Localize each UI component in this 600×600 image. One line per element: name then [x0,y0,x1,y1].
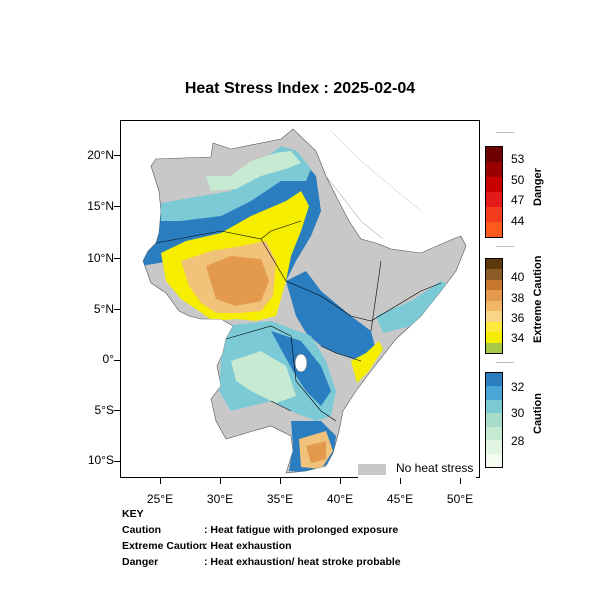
colorbar-segment [486,373,502,387]
map-area [120,120,480,478]
key-term: Danger [122,556,159,568]
colorbar-danger-tick: 53 [511,152,525,166]
lat-label-10n: 10°N [87,251,114,265]
lon-label-50e: 50°E [446,492,474,506]
colorbar-danger-tick: 44 [511,214,525,228]
lon-tick [400,478,401,484]
caution-lightest-zone [206,151,301,191]
lon-label-35e: 35°E [266,492,294,506]
caution-zone-ethiopia [286,271,376,361]
key-section: KEY Caution : Heat fatigue with prolonge… [122,508,401,568]
lat-tick [114,309,120,310]
colorbar-segment [486,399,502,414]
colorbar-segment [486,290,502,301]
colorbar-segment [486,413,502,427]
lon-tick [160,478,161,484]
map-title: Heat Stress Index : 2025-02-04 [184,80,416,97]
key-heading: KEY [122,508,144,520]
colorbar-segment [486,177,502,192]
colorbar-segment [486,332,502,343]
colorbar-danger-tick: 47 [511,193,525,207]
colorbar-segment [486,147,502,162]
no-heat-stress-label: No heat stress [396,461,474,475]
lon-label-40e: 40°E [326,492,354,506]
colorbar-segment [486,162,502,177]
colorbar-extreme-tick: 40 [511,270,525,284]
key-term: Caution [122,524,162,536]
lat-tick [114,410,120,411]
colorbar-segment [486,222,502,237]
colorbar-segment [486,440,502,454]
colorbar-segment [486,386,502,400]
colorbar-separator [496,132,514,133]
lat-tick [114,461,120,462]
lat-tick [114,206,120,207]
key-desc: : Heat exhaustion/ heat stroke probable [204,556,401,568]
key-desc: : Heat fatigue with prolonged exposure [204,524,399,536]
colorbar-extreme-tick: 34 [511,331,525,345]
caution-zone-somalia [376,281,451,333]
colorbar-segment [486,279,502,291]
lake-victoria-icon [294,353,308,373]
lat-label-5n: 5°N [93,302,114,316]
extreme-caution-zone-tanzania-core [306,441,326,463]
colorbar-segment [486,342,502,353]
key-term: Extreme Caution [122,540,206,552]
key-desc: : Heat exhaustion [204,540,292,552]
lat-label-10s: 10°S [87,453,114,467]
no-heat-stress-legend: No heat stress [358,460,476,478]
lat-label-15n: 15°N [87,199,114,213]
lon-label-25e: 25°E [146,492,174,506]
colorbar-caution-title: Caution [532,393,544,434]
lat-tick [114,258,120,259]
lon-label-30e: 30°E [206,492,234,506]
colorbar-caution-tick: 32 [511,380,525,394]
colorbar-extreme-tick: 38 [511,291,525,305]
lat-label-20n: 20°N [87,148,114,162]
colorbar-danger-title: Danger [532,168,544,206]
caution-light-zone-central [231,351,296,403]
colorbar-danger-tick: 50 [511,173,525,187]
colorbar-segment [486,321,502,333]
colorbar-caution-bar [485,372,503,468]
lon-tick [460,478,461,484]
colorbar-segment [486,207,502,222]
colorbar-extreme-title: Extreme Caution [532,255,544,343]
lon-tick [340,478,341,484]
extreme-caution-zone-orange [206,256,269,306]
extreme-caution-zone-coast [351,341,383,383]
colorbar-danger-bar [485,146,503,238]
colorbar-extreme-bar [485,258,503,354]
lon-tick [280,478,281,484]
colorbar-segment [486,300,502,312]
colorbar-caution-tick: 30 [511,406,525,420]
arabia-outline [330,130,422,212]
lat-tick [114,155,120,156]
country-borders [155,220,442,422]
colorbar-segment [486,269,502,280]
red-sea-coast [325,175,384,240]
colorbar-segment [486,311,502,322]
lat-label-5s: 5°S [94,403,114,417]
lon-tick [220,478,221,484]
lon-label-45e: 45°E [386,492,414,506]
lat-label-0: 0° [102,352,114,366]
colorbar-separator [496,246,514,247]
colorbar-segment [486,426,502,441]
lat-tick [114,360,120,361]
heat-stress-map [142,128,467,474]
colorbar-caution-tick: 28 [511,434,525,448]
colorbar-segment [486,259,502,270]
colorbar-segment [486,192,502,207]
colorbar-extreme-tick: 36 [511,311,525,325]
no-heat-stress-swatch [358,464,386,475]
colorbar-segment [486,453,502,467]
colorbar-separator [496,362,514,363]
